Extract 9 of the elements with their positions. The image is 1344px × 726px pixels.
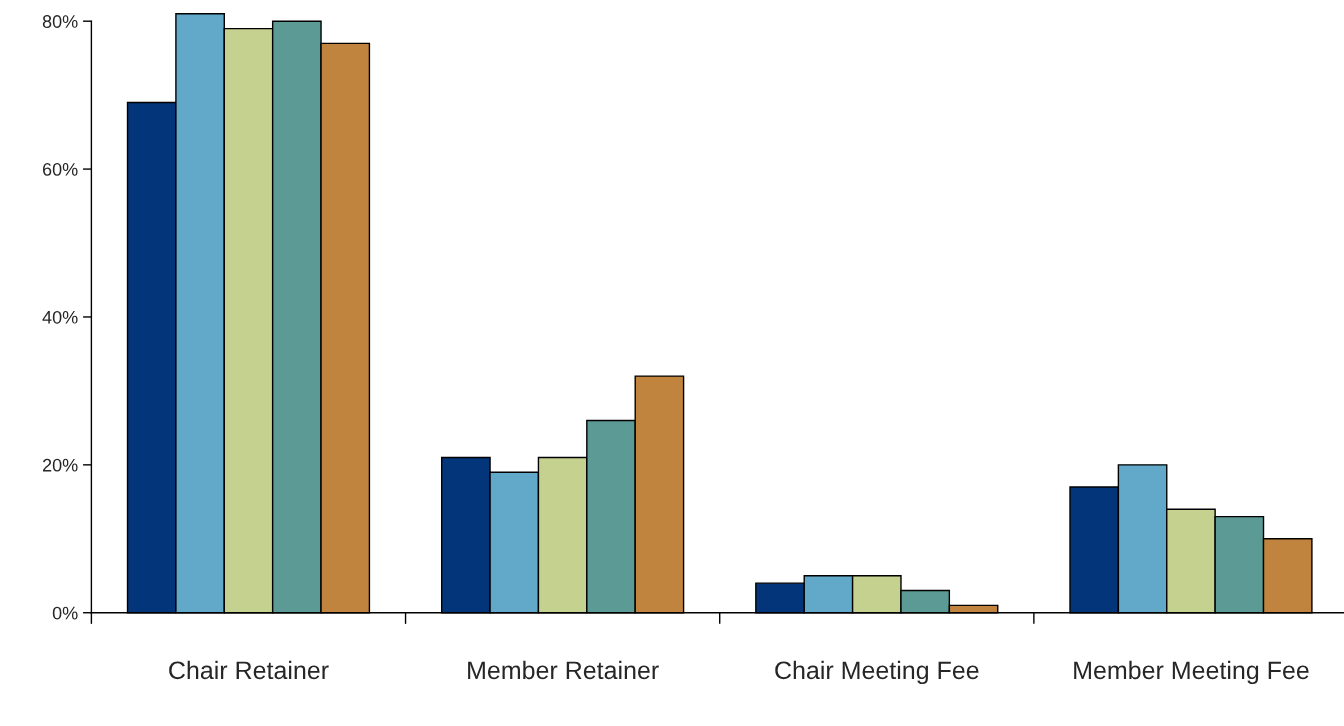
x-tick-label: Member Meeting Fee [1074,660,1309,685]
x-tick-label: Member Retainer [468,660,659,680]
y-tick-label: 40% [42,310,78,324]
y-tick-label: 80% [42,15,78,28]
x-tick-label: Chair Meeting Fee [775,660,979,685]
y-tick-label: 0% [52,606,78,620]
x-tick-label: Chair Retainer [169,660,329,680]
y-tick-label: 60% [42,163,78,176]
y-tick-label: 20% [42,458,78,472]
